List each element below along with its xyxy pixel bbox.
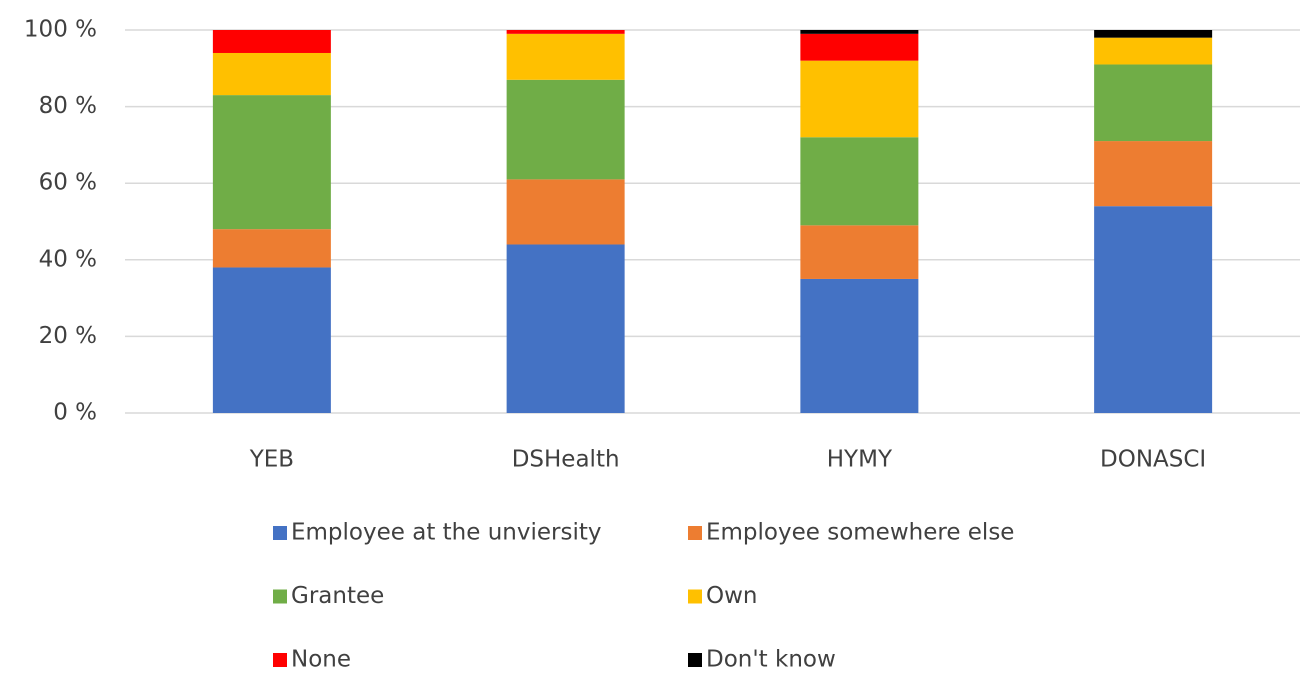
bar-segment — [506, 33, 625, 80]
legend-label: Employee at the unviersity — [291, 520, 601, 546]
y-tick-label: 0 % — [53, 400, 97, 426]
bar-segment — [1094, 64, 1213, 142]
legend-swatch — [273, 589, 287, 604]
y-tick-label: 20 % — [39, 323, 97, 349]
bar-segment — [1094, 37, 1213, 65]
bar-segment — [506, 79, 625, 180]
y-tick-label: 80 % — [39, 93, 97, 119]
y-tick-label: 100 % — [24, 17, 97, 43]
legend-label: Employee somewhere else — [706, 520, 1014, 546]
legend-swatch — [688, 526, 702, 540]
legend-swatch — [273, 526, 287, 540]
x-tick-label: DSHealth — [512, 447, 620, 473]
bar-segment — [1094, 141, 1213, 207]
bar-segment — [800, 60, 919, 138]
bar-segment — [212, 267, 331, 413]
legend-swatch — [688, 653, 702, 667]
legend-label: None — [291, 647, 351, 673]
bar-segment — [506, 30, 625, 34]
x-tick-label: YEB — [249, 447, 294, 473]
bar-segment — [506, 179, 625, 245]
y-tick-label: 40 % — [39, 246, 97, 272]
legend-swatch — [688, 589, 702, 604]
x-tick-label: DONASCI — [1100, 447, 1206, 473]
legend-swatch — [273, 653, 287, 667]
bar-segment — [506, 244, 625, 413]
y-tick-label: 60 % — [39, 170, 97, 196]
legend-label: Own — [706, 583, 758, 609]
bar-segment — [800, 30, 919, 34]
bar-segment — [212, 30, 331, 53]
bar-segment — [1094, 30, 1213, 38]
bar-segment — [212, 95, 331, 230]
x-tick-label: HYMY — [827, 447, 893, 473]
bar-segment — [800, 137, 919, 226]
bar-segment — [800, 33, 919, 61]
legend-label: Don't know — [706, 647, 836, 673]
legend-label: Grantee — [291, 583, 384, 609]
bar-segment — [212, 52, 331, 96]
bar-segment — [212, 229, 331, 268]
bar-segment — [1094, 206, 1213, 413]
bar-segment — [800, 225, 919, 279]
bar-segment — [800, 278, 919, 413]
